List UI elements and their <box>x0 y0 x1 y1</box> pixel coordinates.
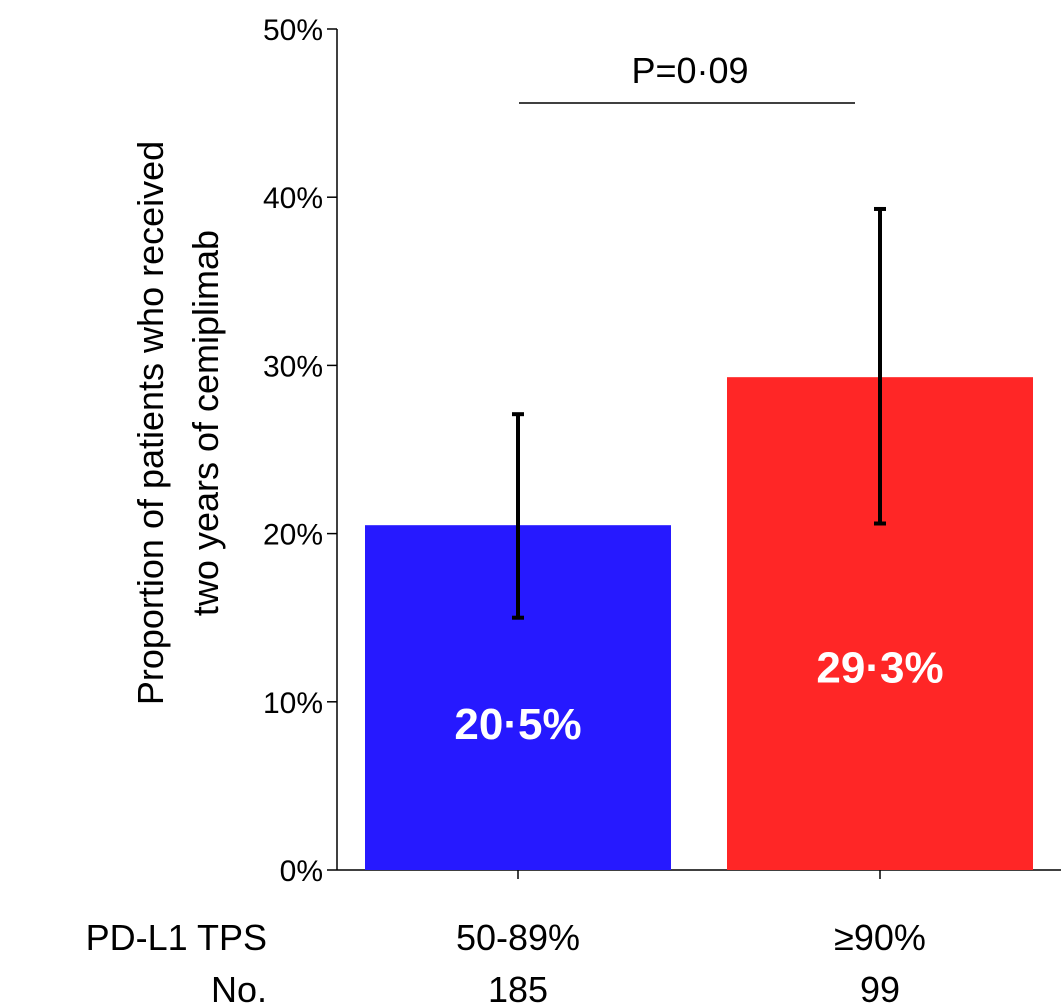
bar-value-label: 20·5% <box>454 700 581 749</box>
pvalue-annotation: P=0·09 <box>519 50 855 104</box>
x-n-label: 185 <box>488 969 548 1007</box>
bar-value-label: 29·3% <box>816 644 943 693</box>
y-tick-label: 0% <box>280 855 323 888</box>
y-axis-title-line-1: Proportion of patients who received <box>130 141 171 705</box>
x-category-label: 50-89% <box>456 917 580 958</box>
x-category-label: ≥90% <box>834 917 926 958</box>
y-tick-label: 10% <box>263 687 323 720</box>
y-tick-label: 40% <box>263 182 323 215</box>
y-tick-label: 20% <box>263 519 323 552</box>
bars: 20·5% 29·3% <box>365 206 1033 870</box>
n-row-label: No. <box>211 969 267 1007</box>
x-axis <box>337 869 1061 879</box>
y-axis: 0% 10% 20% 30% 40% 50% <box>263 14 338 888</box>
category-rows: PD-L1 TPS No. 50-89% 185 ≥90% 99 <box>86 917 926 1007</box>
y-tick-label: 30% <box>263 350 323 383</box>
y-axis-title-line-2: two years of cemiplimab <box>185 230 226 616</box>
y-tick-label: 50% <box>263 14 323 47</box>
y-axis-title: Proportion of patients who received two … <box>130 141 226 705</box>
x-n-label: 99 <box>860 969 900 1007</box>
pvalue-label: P=0·09 <box>631 50 748 91</box>
category-row-label: PD-L1 TPS <box>86 917 267 958</box>
